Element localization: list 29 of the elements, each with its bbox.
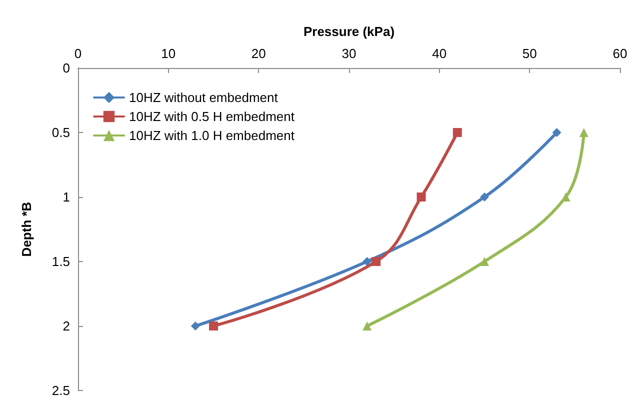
x-tick-label: 20 [251, 46, 266, 61]
y-tick-label: 0.5 [52, 125, 70, 140]
x-tick-label: 10 [161, 46, 176, 61]
point [579, 128, 588, 137]
y-tick-label: 1.5 [52, 254, 70, 269]
x-tick-label: 30 [342, 46, 356, 61]
y-tick-label: 0 [62, 60, 70, 76]
y-axis-title: Depth *B [19, 202, 34, 257]
point [480, 192, 489, 202]
point [552, 128, 562, 137]
legend-label: 10HZ with 1.0 H embedment [129, 128, 295, 143]
legend-label: 10HZ without embedment [129, 90, 278, 105]
x-tick-label: 50 [522, 46, 537, 61]
point [362, 322, 372, 330]
x-axis-title: Pressure (kPa) [303, 24, 395, 39]
y-tick-label: 2.5 [52, 383, 70, 398]
point [190, 322, 200, 330]
x-tick-label: 0 [74, 46, 82, 61]
point [372, 257, 381, 266]
x-tick-label: 60 [612, 46, 628, 61]
y-tick-label: 2 [62, 318, 70, 334]
legend-label: 10HZ with 0.5 H embedment [129, 109, 295, 124]
point [452, 128, 462, 137]
point [480, 257, 489, 266]
y-tick-label: 1 [62, 190, 70, 204]
point [209, 322, 218, 330]
point [362, 257, 372, 266]
x-tick-label: 40 [432, 46, 447, 61]
point [416, 192, 426, 202]
